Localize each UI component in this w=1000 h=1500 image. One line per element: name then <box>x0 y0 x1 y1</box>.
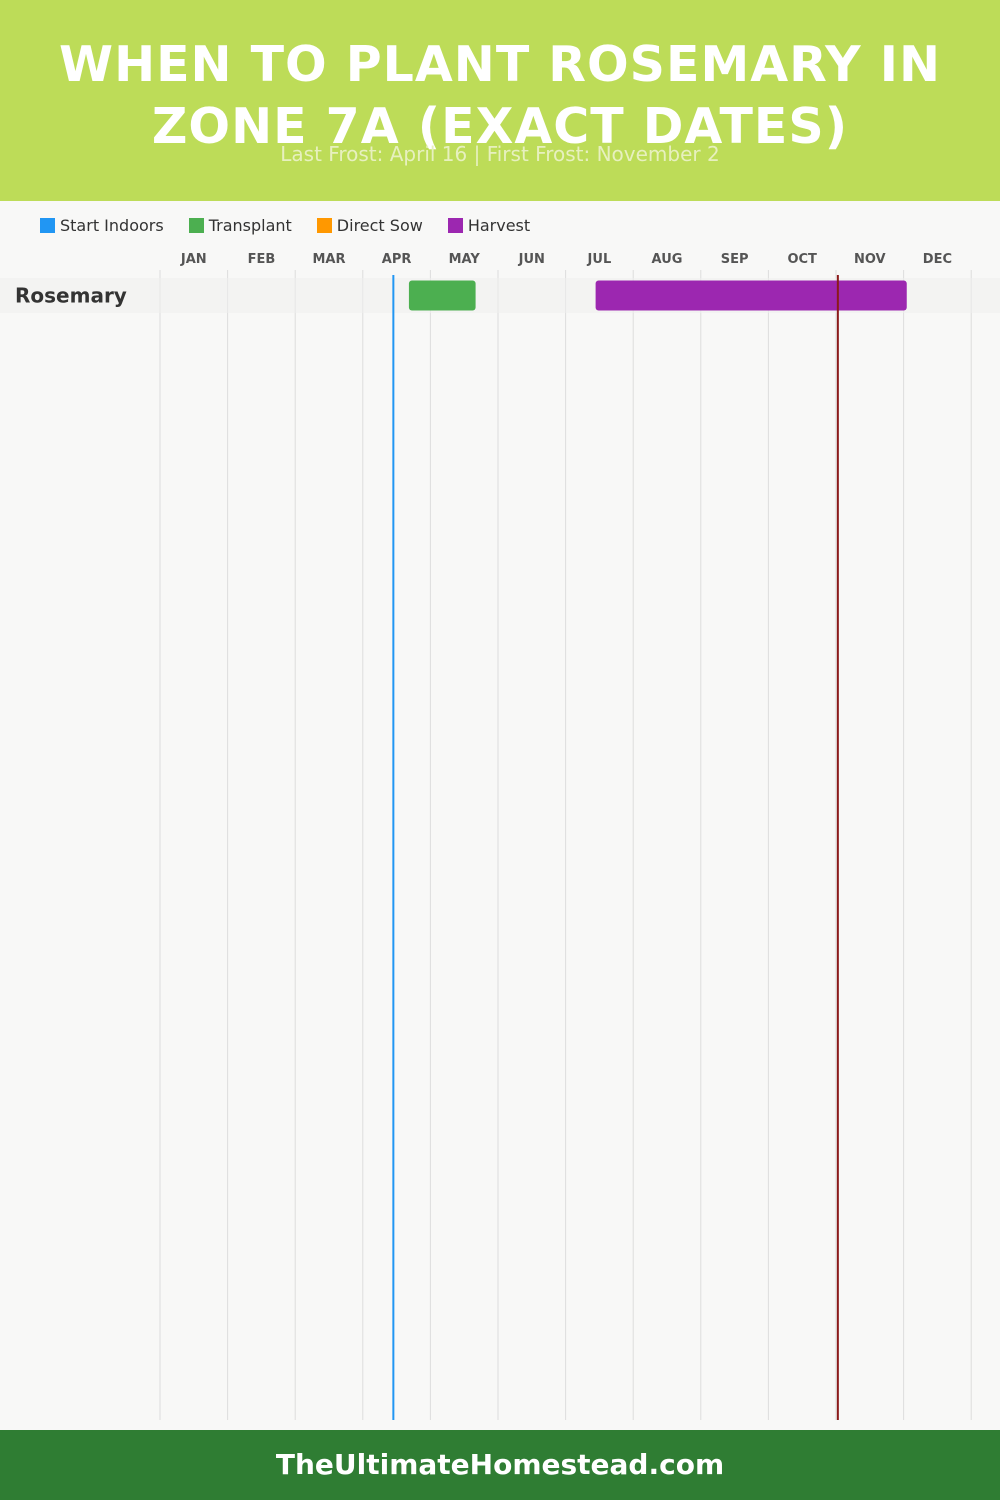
legend-swatch-harvest <box>447 217 463 233</box>
month-tick-label: SEP <box>721 252 749 267</box>
legend-swatch-transplant <box>188 217 204 233</box>
legend-item-direct-sow: Direct Sow <box>316 215 423 235</box>
chart-title: WHEN TO PLANT ROSEMARY IN ZONE 7A (EXACT… <box>59 36 941 155</box>
footer: TheUltimateHomestead.com <box>0 1430 1000 1500</box>
month-tick-label: JUN <box>518 252 545 267</box>
legend: Start Indoors Transplant Direct Sow Harv… <box>40 214 555 236</box>
frost-dates-subtitle: Last Frost: April 16 | First Frost: Nove… <box>280 142 720 166</box>
legend-swatch-direct-sow <box>316 217 332 233</box>
month-tick-label: JUL <box>587 252 612 267</box>
month-tick-label: JAN <box>180 252 207 267</box>
legend-item-transplant: Transplant <box>188 215 292 235</box>
bar-harvest <box>595 280 907 311</box>
legend-label-transplant: Transplant <box>208 215 292 235</box>
month-tick-label: FEB <box>248 252 276 267</box>
header: WHEN TO PLANT ROSEMARY IN ZONE 7A (EXACT… <box>0 0 1000 201</box>
month-tick-label: MAY <box>449 252 481 267</box>
crop-label: Rosemary <box>15 284 127 308</box>
legend-label-start-indoors: Start Indoors <box>60 215 164 235</box>
month-tick-label: MAR <box>312 252 345 267</box>
month-tick-label: AUG <box>652 252 683 267</box>
month-tick-label: OCT <box>787 252 817 267</box>
legend-swatch-start-indoors <box>40 217 55 233</box>
legend-item-start-indoors: Start Indoors <box>40 216 164 235</box>
planting-calendar-chart: JAN FEB MAR APR MAY JUN JUL AUG SEP OCT NOV DEC Rose… <box>0 252 1000 1420</box>
month-tick-label: NOV <box>854 252 886 267</box>
legend-label-harvest: Harvest <box>467 215 531 235</box>
footer-website: TheUltimateHomestead.com <box>275 1448 725 1481</box>
legend-item-harvest: Harvest <box>447 215 531 235</box>
month-tick-label: DEC <box>923 252 952 267</box>
bar-transplant <box>408 280 476 311</box>
month-tick-label: APR <box>382 252 412 267</box>
legend-label-direct-sow: Direct Sow <box>336 215 423 235</box>
